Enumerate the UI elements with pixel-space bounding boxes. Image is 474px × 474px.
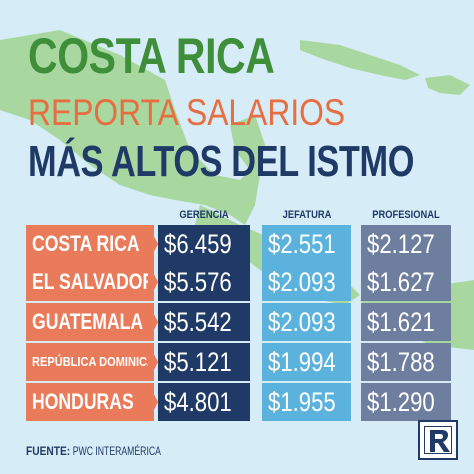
- country-label: REPÚBLICA DOMINICANA: [26, 343, 154, 381]
- value-cell-profesional: $1.290: [361, 383, 451, 421]
- logo-r-mark: [430, 430, 450, 452]
- country-name: EL SALVADOR: [32, 269, 154, 294]
- value-text: $2.093: [268, 267, 336, 297]
- value-cell-gerencia: $6.459: [158, 225, 250, 263]
- row-arrow: [148, 343, 158, 381]
- value-text: $5.576: [164, 267, 232, 297]
- row-arrow: [148, 225, 158, 263]
- country-label: COSTA RICA: [26, 225, 154, 263]
- title-line-1: COSTA RICA: [28, 28, 275, 84]
- map-land-hispaniola: [425, 75, 470, 95]
- source-text: PWC INTERAMÉRICA: [73, 444, 162, 458]
- value-cell-jefatura: $2.093: [262, 303, 351, 341]
- value-cell-jefatura: $1.994: [262, 343, 351, 381]
- row-arrow: [148, 303, 158, 341]
- country-name: GUATEMALA: [32, 309, 144, 334]
- column-header-jefatura: JEFATURA: [282, 209, 332, 221]
- country-label: GUATEMALA: [26, 303, 154, 341]
- value-cell-gerencia: $5.542: [158, 303, 250, 341]
- value-text: $6.459: [164, 229, 232, 259]
- value-text: $1.627: [367, 267, 435, 297]
- brand-logo: [418, 420, 458, 460]
- table-row: HONDURAS $4.801 $1.955 $1.290: [0, 383, 474, 421]
- map-land-cuba: [300, 40, 420, 80]
- column-header-profesional: PROFESIONAL: [372, 209, 440, 221]
- value-text: $2.551: [268, 229, 336, 259]
- value-cell-gerencia: $4.801: [158, 383, 250, 421]
- value-text: $5.542: [164, 307, 232, 337]
- country-name: REPÚBLICA DOMINICANA: [32, 354, 154, 369]
- row-arrow: [148, 263, 158, 301]
- value-text: $2.127: [367, 229, 435, 259]
- value-cell-jefatura: $1.955: [262, 383, 351, 421]
- table-row: REPÚBLICA DOMINICANA $5.121 $1.994 $1.78…: [0, 343, 474, 381]
- value-text: $1.955: [268, 387, 336, 417]
- value-cell-jefatura: $2.093: [262, 263, 351, 301]
- country-label: EL SALVADOR: [26, 263, 154, 301]
- value-text: $2.093: [268, 307, 336, 337]
- value-text: $1.788: [367, 347, 435, 377]
- value-text: $1.290: [367, 387, 435, 417]
- value-cell-profesional: $1.627: [361, 263, 451, 301]
- country-name: HONDURAS: [32, 389, 134, 414]
- row-arrow: [148, 383, 158, 421]
- country-label: HONDURAS: [26, 383, 154, 421]
- logo-frame: [424, 426, 452, 454]
- table-row: COSTA RICA $6.459 $2.551 $2.127: [0, 225, 474, 263]
- value-text: $1.621: [367, 307, 435, 337]
- title-line-2: REPORTA SALARIOS: [28, 92, 346, 133]
- value-text: $1.994: [268, 347, 336, 377]
- table-row: EL SALVADOR $5.576 $2.093 $1.627: [0, 263, 474, 301]
- map-land-mexico: [0, 30, 265, 225]
- value-cell-gerencia: $5.576: [158, 263, 250, 301]
- value-cell-gerencia: $5.121: [158, 343, 250, 381]
- source-label: FUENTE:: [26, 444, 71, 458]
- table-row: GUATEMALA $5.542 $2.093 $1.621: [0, 303, 474, 341]
- value-cell-jefatura: $2.551: [262, 225, 351, 263]
- value-cell-profesional: $1.788: [361, 343, 451, 381]
- title-line-3: MÁS ALTOS DEL ISTMO: [28, 137, 415, 186]
- value-cell-profesional: $2.127: [361, 225, 451, 263]
- value-text: $5.121: [164, 347, 232, 377]
- value-text: $4.801: [164, 387, 232, 417]
- source-note: FUENTE: PWC INTERAMÉRICA: [26, 444, 203, 458]
- country-name: COSTA RICA: [32, 231, 140, 256]
- column-header-gerencia: GERENCIA: [179, 209, 229, 221]
- value-cell-profesional: $1.621: [361, 303, 451, 341]
